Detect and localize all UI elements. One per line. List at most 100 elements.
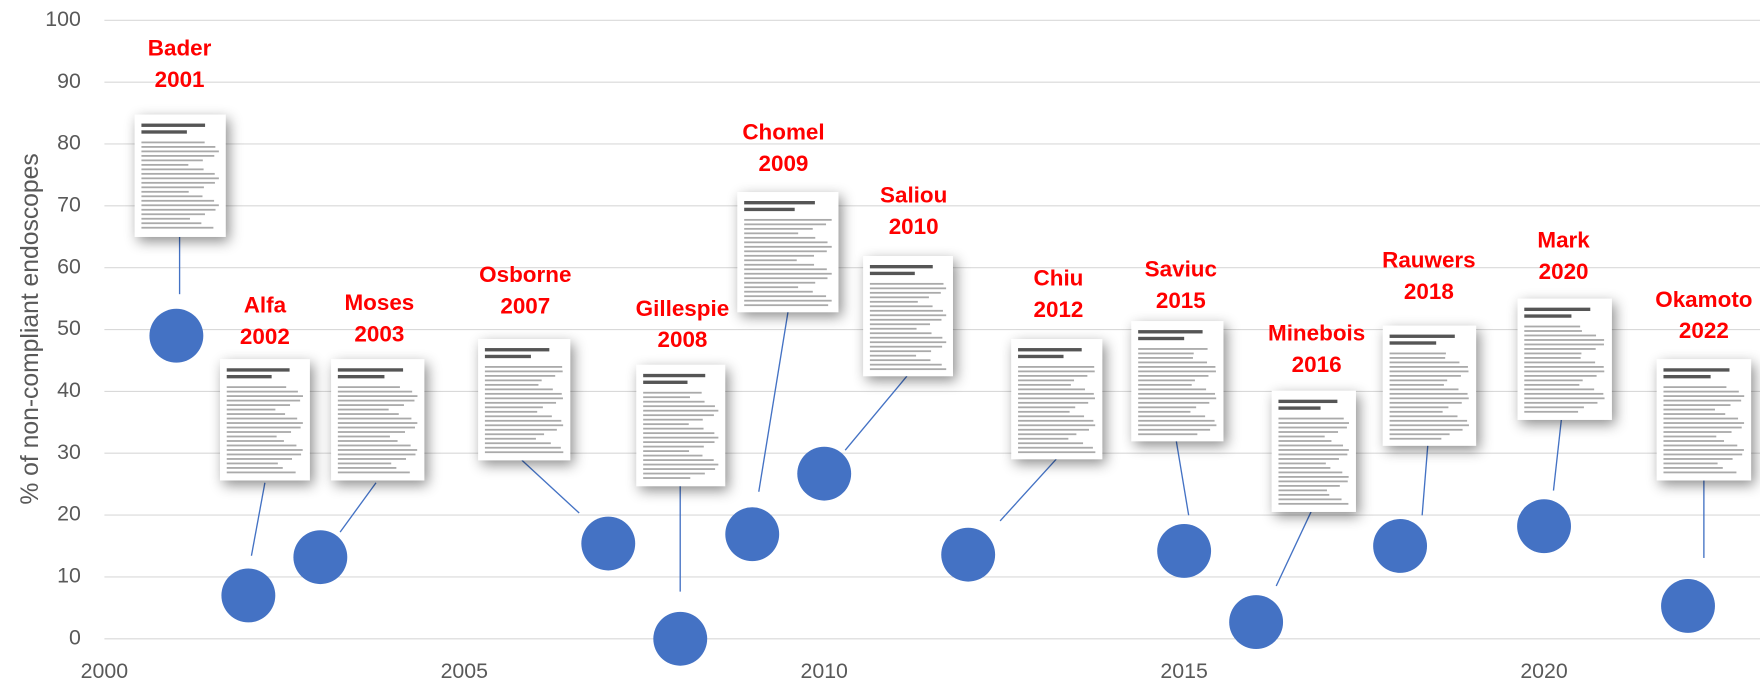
paper-text-line — [1389, 428, 1463, 431]
paper-title — [1389, 341, 1437, 345]
paper-text-line — [744, 254, 814, 257]
paper-text-line — [337, 467, 397, 469]
paper-title — [226, 368, 290, 372]
point-name: Bader — [148, 35, 212, 60]
paper-text-line — [643, 463, 719, 466]
paper-text-line — [869, 359, 931, 362]
paper-thumbnail — [220, 359, 310, 481]
paper-text-line — [744, 250, 827, 253]
paper-text-line — [141, 217, 190, 220]
paper-text-line — [1663, 449, 1744, 451]
paper-text-line — [1389, 379, 1448, 382]
paper-text-line — [1018, 388, 1086, 391]
connector — [1421, 445, 1429, 516]
paper-text-line — [141, 222, 202, 225]
paper-text-line — [744, 304, 829, 307]
paper-text-line — [1278, 453, 1348, 456]
paper-text-line — [1018, 370, 1095, 373]
paper-text-line — [643, 459, 714, 461]
y-tick-label: 40 — [57, 378, 81, 402]
point-name: Alfa — [244, 292, 287, 317]
paper-text-line — [1524, 379, 1583, 382]
paper-title — [744, 207, 795, 212]
paper-text-line — [1278, 480, 1348, 483]
paper-text-line — [1389, 383, 1444, 386]
paper-text-line — [1138, 410, 1191, 413]
connector — [250, 482, 266, 556]
paper-text-line — [1389, 366, 1468, 368]
paper-text-line — [337, 422, 418, 424]
paper-text-line — [1018, 397, 1095, 400]
paper-text-line — [643, 423, 689, 426]
paper-text-line — [226, 422, 303, 424]
paper-text-line — [484, 415, 552, 418]
paper-text-line — [141, 159, 203, 162]
paper-text-line — [484, 383, 539, 386]
paper-text-line — [869, 350, 932, 353]
paper-text-line — [226, 431, 292, 433]
point-year: 2022 — [1679, 318, 1729, 343]
paper-text-line — [1524, 410, 1579, 413]
paper-text-line — [1663, 390, 1739, 393]
paper-text-line — [744, 290, 813, 293]
paper-text-line — [484, 419, 562, 422]
paper-text-line — [1389, 361, 1460, 364]
paper-text-line — [1278, 493, 1330, 496]
point — [941, 527, 996, 582]
paper-text-line — [484, 428, 557, 431]
point-name: Rauwers — [1382, 248, 1476, 273]
paper-text-line — [1018, 401, 1089, 404]
connector — [999, 458, 1057, 522]
paper-text-line — [869, 363, 942, 366]
paper-text-line — [1524, 388, 1595, 391]
paper-text-line — [643, 468, 716, 470]
paper-title — [1018, 354, 1064, 359]
paper-title — [1138, 336, 1185, 341]
paper-text-line — [1018, 374, 1088, 377]
y-tick-label: 100 — [45, 7, 81, 31]
paper-title — [869, 271, 915, 276]
paper-text-line — [484, 379, 542, 382]
paper-text-line — [1524, 330, 1582, 332]
paper-text-line — [226, 404, 291, 406]
paper-title — [337, 368, 404, 372]
paper-text-line — [1278, 426, 1347, 429]
paper-title — [1278, 406, 1321, 410]
y-tick-label: 80 — [57, 131, 81, 155]
paper-text-line — [1663, 386, 1727, 389]
paper-thumbnail — [1517, 298, 1612, 420]
paper-text-line — [1138, 383, 1192, 386]
point — [581, 516, 636, 571]
paper-text-line — [1524, 392, 1604, 395]
paper-text-line — [337, 449, 418, 451]
paper-text-line — [643, 450, 690, 452]
paper-thumbnail — [331, 359, 425, 481]
paper-text-line — [226, 462, 278, 465]
paper-title — [141, 130, 187, 134]
paper-text-line — [1138, 361, 1208, 364]
paper-text-line — [643, 441, 715, 444]
paper-text-line — [141, 150, 219, 153]
paper-text-line — [1389, 374, 1461, 377]
paper-text-line — [869, 287, 947, 290]
paper-text-line — [1278, 435, 1325, 438]
paper-text-line — [141, 181, 215, 184]
paper-text-line — [869, 332, 932, 335]
paper-text-line — [141, 226, 214, 229]
paper-text-line — [1278, 458, 1339, 460]
paper-text-line — [1663, 453, 1743, 456]
paper-text-line — [1389, 401, 1462, 404]
paper-text-line — [744, 236, 816, 239]
paper-text-line — [337, 431, 405, 433]
paper-text-line — [1018, 383, 1071, 386]
paper-text-line — [141, 172, 215, 175]
paper-text-line — [1018, 366, 1095, 368]
paper-text-line — [1524, 361, 1596, 364]
point-name: Gillespie — [636, 296, 730, 321]
connector — [1175, 441, 1190, 516]
paper-text-line — [1138, 419, 1215, 422]
paper-text-line — [744, 277, 828, 280]
paper-text-line — [1389, 388, 1459, 391]
paper-text-line — [869, 318, 942, 321]
paper-thumbnail — [737, 192, 839, 313]
